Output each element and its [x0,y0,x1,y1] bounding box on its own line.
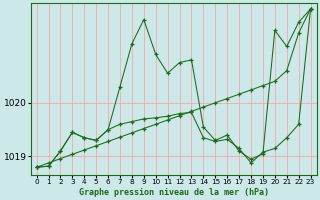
X-axis label: Graphe pression niveau de la mer (hPa): Graphe pression niveau de la mer (hPa) [79,188,268,197]
